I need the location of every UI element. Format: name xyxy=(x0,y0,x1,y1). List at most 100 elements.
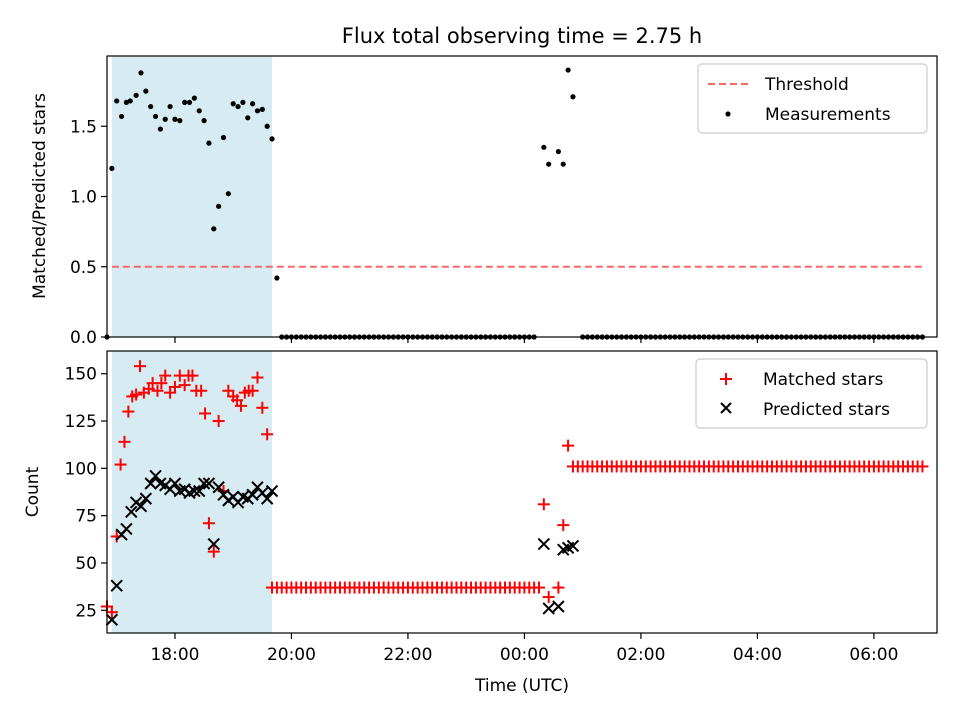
matched-star-point xyxy=(151,384,164,397)
predicted-star-point xyxy=(110,579,123,592)
matched-star-point xyxy=(212,415,225,428)
bottom-y-tick-label: 150 xyxy=(65,365,97,385)
top-y-tick-label: 0.5 xyxy=(70,258,97,278)
measurement-point xyxy=(157,126,163,132)
matched-star-point xyxy=(562,439,575,452)
legend-predicted-swatch xyxy=(720,402,732,414)
matched-star-point xyxy=(251,371,264,384)
measurement-point xyxy=(565,67,571,73)
x-tick-label: 04:00 xyxy=(733,645,782,665)
legend-matched-label: Matched stars xyxy=(763,370,883,390)
predicted-star-point xyxy=(207,537,220,551)
measurement-point xyxy=(109,165,115,171)
measurement-point xyxy=(162,116,168,122)
measurement-point xyxy=(259,106,265,112)
measurement-point xyxy=(148,103,154,110)
measurement-point xyxy=(269,136,275,142)
matched-star-points xyxy=(101,360,929,619)
measurement-point xyxy=(235,103,241,110)
matched-star-point xyxy=(114,458,127,471)
bottom-y-ticks: 25 50 75 100 125 150 xyxy=(65,365,107,621)
measurement-point xyxy=(211,226,217,232)
measurement-point xyxy=(138,70,144,76)
measurement-point xyxy=(172,116,178,122)
measurement-point xyxy=(177,118,183,124)
top-y-tick-label: 0.0 xyxy=(70,328,97,348)
matched-star-point xyxy=(199,407,212,420)
predicted-star-point xyxy=(149,469,162,483)
top-legend-box xyxy=(697,63,928,134)
top-y-ticks: 0.0 0.5 1.0 1.5 xyxy=(70,117,107,348)
measurement-point xyxy=(546,161,552,167)
matched-star-point xyxy=(134,360,147,373)
bottom-y-axis-label: Count xyxy=(23,466,43,517)
x-tick-label: 00:00 xyxy=(500,645,549,665)
matched-star-point xyxy=(130,388,143,401)
predicted-star-point xyxy=(144,477,157,490)
measurement-point xyxy=(186,99,193,105)
predicted-star-point xyxy=(125,505,138,519)
matched-star-point xyxy=(916,460,929,473)
top-y-tick-label: 1.0 xyxy=(70,188,97,208)
x-tick-label: 06:00 xyxy=(849,645,898,665)
predicted-star-point xyxy=(260,492,274,505)
measurement-point xyxy=(216,203,222,209)
bottom-y-tick-label: 125 xyxy=(65,412,97,432)
predicted-star-point xyxy=(188,484,201,498)
predicted-star-point xyxy=(265,484,279,498)
legend-threshold-label: Threshold xyxy=(764,75,849,95)
matched-star-point xyxy=(256,401,269,414)
matched-star-point xyxy=(105,606,118,619)
matched-star-point xyxy=(542,591,555,604)
matched-star-point xyxy=(178,379,191,392)
measurement-point xyxy=(225,191,231,197)
legend-predicted-label: Predicted stars xyxy=(763,400,890,420)
matched-star-point xyxy=(159,369,172,382)
bottom-y-tick-label: 50 xyxy=(75,554,97,574)
measurement-point xyxy=(127,98,133,104)
predicted-star-point xyxy=(139,492,153,505)
x-tick-label: 02:00 xyxy=(616,645,665,665)
measurement-point xyxy=(133,92,139,98)
matched-star-point xyxy=(207,545,220,558)
x-tick-label: 22:00 xyxy=(383,645,432,665)
matched-star-point xyxy=(246,384,259,397)
matched-star-point xyxy=(202,517,215,530)
measurement-point xyxy=(250,101,256,107)
measurement-point xyxy=(220,134,227,141)
measurement-point xyxy=(264,123,270,129)
measurement-point xyxy=(196,108,202,114)
predicted-star-point xyxy=(212,481,225,494)
x-tick-label: 20:00 xyxy=(267,645,316,665)
matched-star-point xyxy=(186,369,199,382)
predicted-star-point xyxy=(552,600,565,613)
bottom-axes-frame xyxy=(106,350,938,634)
measurement-point xyxy=(201,118,207,124)
measurement-point xyxy=(206,140,212,146)
bottom-legend: Matched stars Predicted stars xyxy=(695,358,928,429)
measurement-point xyxy=(152,113,159,120)
matched-star-point xyxy=(122,405,135,418)
matched-star-point xyxy=(155,377,168,390)
top-y-tick-label: 1.5 xyxy=(70,117,97,137)
measurement-point xyxy=(240,99,246,105)
legend-measurements-swatch xyxy=(725,111,731,117)
predicted-star-point xyxy=(566,539,580,553)
bottom-x-ticks: 18:00 20:00 22:00 00:00 02:00 04:00 06:00 xyxy=(150,633,898,665)
x-tick-label: 18:00 xyxy=(150,645,199,665)
figure-title: Flux total observing time = 2.75 h xyxy=(342,24,702,48)
matched-star-point xyxy=(552,581,565,594)
measurement-point xyxy=(555,148,562,155)
measurement-point xyxy=(118,113,125,120)
top-y-axis-label: Matched/Predicted stars xyxy=(30,93,50,299)
measurement-point xyxy=(167,103,173,110)
top-panel: 0.0 0.5 1.0 1.5 Matched/Predicted stars Thr… xyxy=(30,55,938,348)
predicted-star-point xyxy=(537,537,551,551)
measurement-point xyxy=(254,108,261,114)
bottom-y-tick-label: 75 xyxy=(75,507,97,527)
matched-star-point xyxy=(261,428,274,441)
measurement-point xyxy=(182,99,188,105)
bottom-panel: 25 50 75 100 125 150 18:00 20:00 22:00 00:00 02:0… xyxy=(23,350,938,696)
measurement-point xyxy=(274,275,280,281)
predicted-star-point xyxy=(202,477,216,490)
